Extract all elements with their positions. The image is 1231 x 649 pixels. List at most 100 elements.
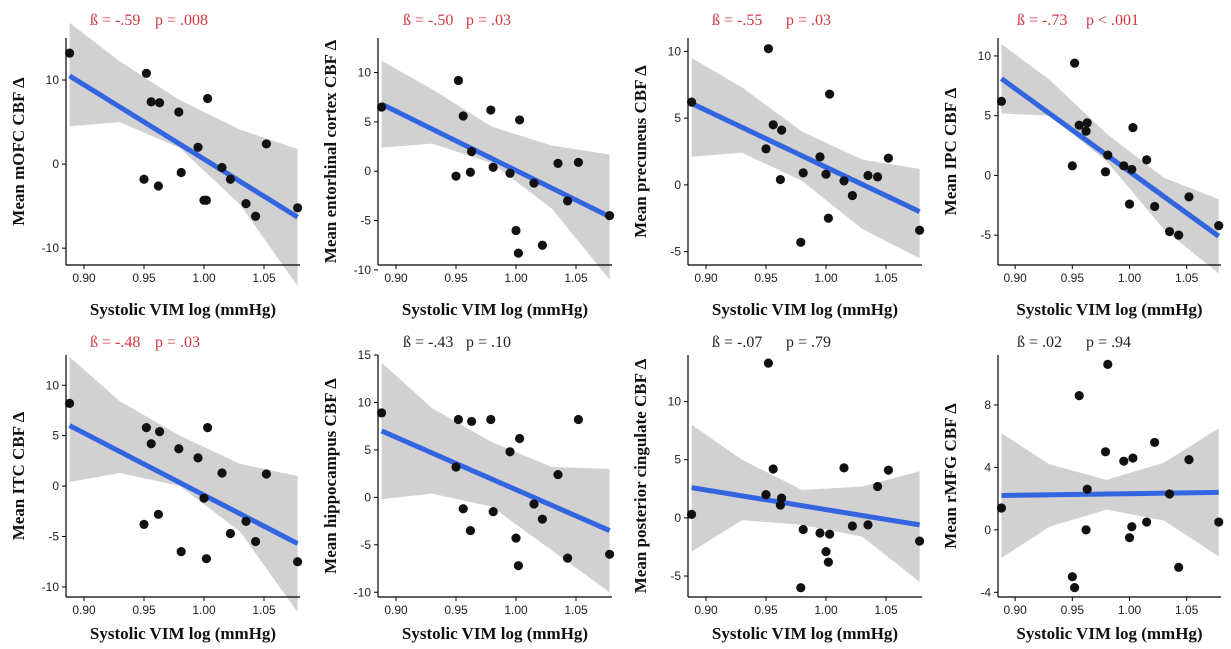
data-point xyxy=(193,142,203,152)
data-point xyxy=(529,499,539,509)
beta-label: ß = -.50 xyxy=(403,12,453,29)
x-tick-label: 0.95 xyxy=(132,271,156,285)
data-point xyxy=(1070,58,1080,68)
x-tick-label: 1.00 xyxy=(1118,271,1142,285)
data-point xyxy=(796,237,806,247)
y-axis-title: Mean rMFG CBF Δ xyxy=(941,403,960,549)
data-point xyxy=(1119,456,1129,466)
regression-line xyxy=(690,101,921,214)
data-point xyxy=(777,125,787,135)
data-point xyxy=(146,439,156,449)
data-point xyxy=(798,524,808,535)
p-value-label: p = .03 xyxy=(466,12,511,29)
x-axis-title: Systolic VIM log (mmHg) xyxy=(90,300,276,319)
data-point xyxy=(798,168,808,178)
x-tick-label: 1.00 xyxy=(504,271,528,285)
data-point xyxy=(563,196,573,206)
data-point xyxy=(1184,455,1194,465)
data-point xyxy=(821,169,831,179)
data-point xyxy=(467,416,477,427)
data-point xyxy=(453,75,463,86)
data-point xyxy=(915,536,925,546)
x-tick-label: 0.90 xyxy=(72,271,96,285)
data-point xyxy=(1081,126,1091,136)
data-point xyxy=(1174,562,1184,572)
data-point xyxy=(863,170,873,181)
data-point xyxy=(174,444,184,454)
data-point xyxy=(488,162,498,172)
data-point xyxy=(1119,161,1129,171)
data-point xyxy=(761,144,771,154)
x-tick-label: 0.90 xyxy=(1003,603,1027,617)
regression-line xyxy=(691,485,921,528)
y-tick-label: 5 xyxy=(364,443,371,457)
panel: 0.90 0.95 1.00 1.05 -10 -5 0 5 10 15 Systolic VIM … xyxy=(321,334,615,643)
x-tick-label: 1.00 xyxy=(1118,603,1142,617)
data-point xyxy=(605,211,615,221)
data-point xyxy=(203,93,213,104)
p-value-label: p < .001 xyxy=(1086,12,1139,29)
data-point xyxy=(763,358,774,368)
data-point xyxy=(65,48,75,58)
data-point xyxy=(377,408,387,418)
x-axis-title: Systolic VIM log (mmHg) xyxy=(712,624,898,643)
y-tick-label: -5 xyxy=(980,228,991,242)
data-point xyxy=(201,554,211,564)
data-point xyxy=(553,158,563,168)
data-point xyxy=(199,493,209,503)
data-point xyxy=(996,96,1007,106)
data-point xyxy=(823,557,834,567)
data-point xyxy=(511,225,521,236)
data-point xyxy=(768,464,778,474)
panel: 0.90 0.95 1.00 1.05 -5 0 5 10 Systolic VIM log (… xyxy=(941,12,1224,319)
y-tick-label: 0 xyxy=(674,511,681,525)
data-point xyxy=(241,516,251,526)
y-tick-label: -5 xyxy=(360,538,371,552)
data-point xyxy=(505,447,515,457)
x-tick-label: 0.95 xyxy=(132,603,156,617)
regression-line xyxy=(380,101,611,219)
data-point xyxy=(488,506,498,517)
data-point xyxy=(486,414,496,425)
data-point xyxy=(458,504,468,514)
x-axis-title: Systolic VIM log (mmHg) xyxy=(1016,300,1202,319)
data-point xyxy=(153,509,163,519)
data-point xyxy=(1074,390,1084,401)
panel: 0.90 0.95 1.00 1.05 -4 0 4 8 Systolic VIM log (m… xyxy=(941,334,1224,643)
data-point xyxy=(139,174,149,184)
data-point xyxy=(537,514,548,524)
y-tick-label: 0 xyxy=(52,479,59,493)
data-point xyxy=(553,469,563,480)
data-point xyxy=(174,107,184,117)
data-point xyxy=(453,414,463,425)
y-tick-label: 0 xyxy=(364,490,371,504)
y-tick-label: -10 xyxy=(354,585,372,599)
p-value-label: p = .10 xyxy=(466,334,511,351)
y-tick-label: 10 xyxy=(358,66,372,80)
data-point xyxy=(511,533,521,543)
data-point xyxy=(139,519,149,530)
x-tick-label: 1.05 xyxy=(252,603,276,617)
data-point xyxy=(515,433,525,444)
data-point xyxy=(1214,517,1224,527)
data-point xyxy=(1074,120,1084,130)
data-point xyxy=(146,97,156,107)
x-tick-label: 0.95 xyxy=(754,271,778,285)
data-point xyxy=(513,248,524,258)
confidence-band xyxy=(69,22,298,287)
data-point xyxy=(1124,199,1135,209)
data-point xyxy=(1127,164,1137,175)
y-tick-label: -5 xyxy=(360,214,371,228)
x-tick-label: 1.05 xyxy=(874,603,898,617)
data-point xyxy=(293,557,303,567)
panel: 0.90 0.95 1.00 1.05 -10 -5 0 5 10 Systolic VIM lo… xyxy=(321,12,615,319)
data-point xyxy=(486,105,496,115)
y-tick-label: 0 xyxy=(984,168,991,182)
data-point xyxy=(201,195,211,205)
confidence-band xyxy=(381,362,610,593)
data-point xyxy=(155,427,165,437)
data-point xyxy=(761,490,771,500)
x-tick-label: 1.05 xyxy=(564,271,588,285)
data-point xyxy=(996,503,1007,513)
x-tick-label: 1.05 xyxy=(1175,603,1199,617)
